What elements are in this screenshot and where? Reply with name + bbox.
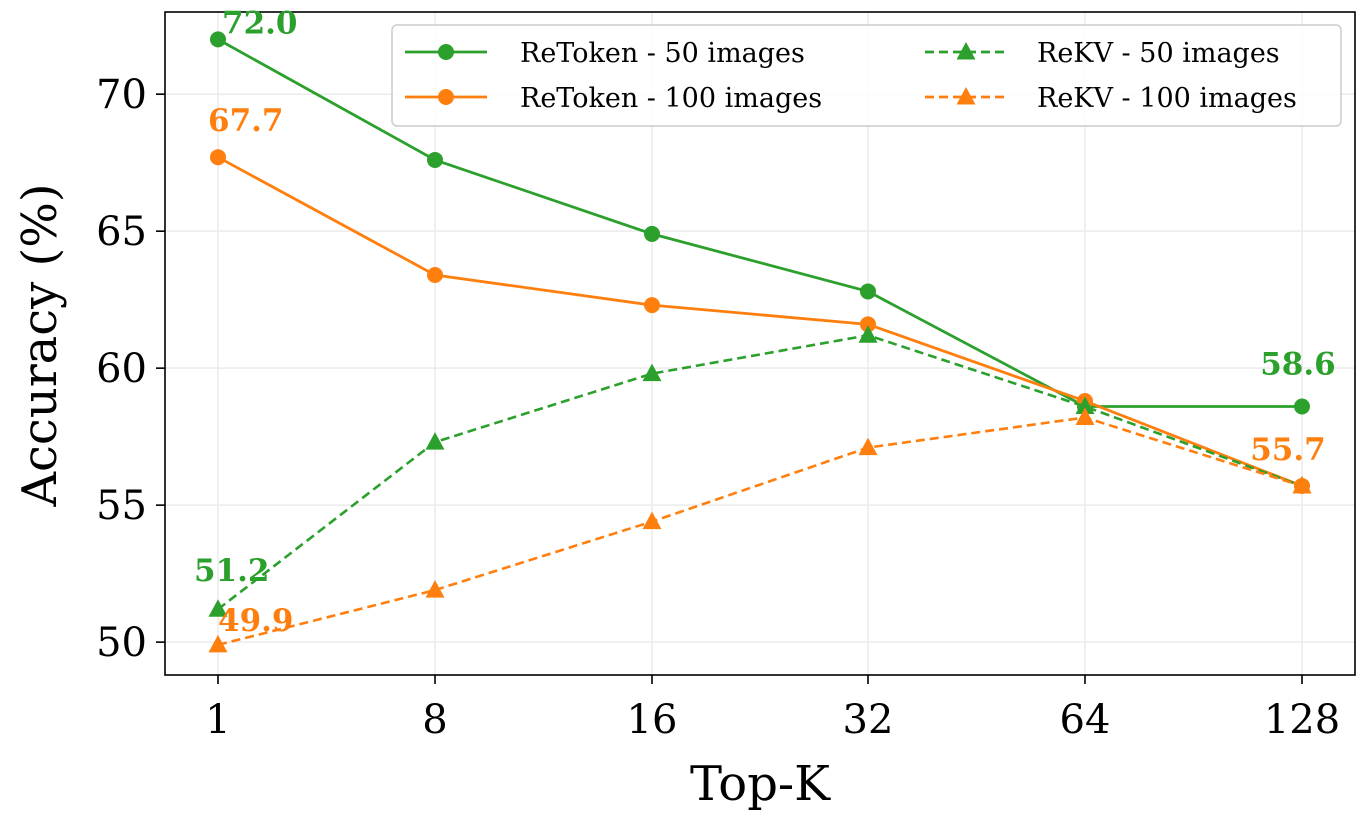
y-tick-label: 60: [96, 346, 147, 392]
data-label: 55.7: [1250, 432, 1326, 468]
legend-entry: ReKV - 50 images: [925, 38, 1280, 69]
data-point: [208, 599, 228, 617]
x-tick-label: 64: [1060, 697, 1111, 743]
data-label: 51.2: [194, 553, 270, 589]
data-point: [1294, 398, 1310, 415]
legend-label: ReToken - 100 images: [520, 83, 822, 114]
y-tick-label: 70: [96, 72, 147, 118]
x-tick-label: 128: [1264, 697, 1340, 743]
legend-entry: ReToken - 100 images: [405, 83, 822, 114]
data-point: [860, 283, 876, 300]
data-point: [208, 634, 228, 653]
data-point: [858, 437, 878, 456]
legend-marker: [438, 44, 454, 60]
legend-marker: [956, 42, 976, 60]
data-point: [427, 151, 443, 168]
data-point: [1292, 475, 1312, 494]
legend-marker: [438, 89, 454, 105]
series-line: [217, 333, 1303, 611]
x-tick-label: 32: [843, 697, 894, 743]
legend-marker: [956, 87, 976, 105]
series-group: [208, 31, 1312, 653]
legend-entry: ReKV - 100 images: [925, 83, 1297, 114]
x-tick-label: 16: [627, 697, 678, 743]
data-point: [1075, 396, 1095, 415]
data-point: [1075, 407, 1095, 425]
data-point: [644, 297, 660, 314]
legend-entry: ReToken - 50 images: [405, 38, 805, 69]
y-tick-label: 50: [96, 620, 147, 666]
series-line: [217, 38, 1302, 408]
legend: ReToken - 50 images ReToken - 100 images R…: [391, 24, 1342, 127]
series-line: [217, 416, 1303, 647]
x-axis-title: Top-K: [690, 756, 831, 812]
data-point: [860, 316, 876, 333]
axis-ticks: 1 8 16 32 64 128 50 55 60 65 70: [96, 72, 1340, 743]
plot-area-frame: [164, 11, 1356, 676]
data-label: 49.9: [218, 603, 294, 639]
legend-box: [391, 24, 1342, 127]
series-rekv-50-images: [208, 325, 1312, 617]
data-point: [425, 580, 445, 598]
series-line: [217, 155, 1303, 488]
series-rekv-100-images: [208, 407, 1312, 653]
legend-label: ReKV - 50 images: [1037, 38, 1280, 69]
series-retoken-100-images: [210, 149, 1310, 494]
data-label: 58.6: [1260, 347, 1336, 383]
data-point: [210, 149, 226, 166]
data-point: [210, 31, 226, 48]
data-point: [858, 325, 878, 343]
legend-label: ReToken - 50 images: [520, 38, 805, 69]
y-tick-label: 55: [96, 483, 147, 529]
legend-label: ReKV - 100 images: [1037, 83, 1297, 114]
data-point: [427, 267, 443, 284]
data-label: 72.0: [222, 5, 298, 41]
data-point: [425, 432, 445, 450]
x-tick-label: 1: [205, 697, 230, 743]
data-labels: 72.0 58.6 67.7 55.7 51.2 49.9: [194, 5, 1336, 638]
x-tick-label: 8: [422, 697, 447, 743]
data-point: [642, 363, 662, 382]
data-point: [644, 225, 660, 242]
data-point: [642, 511, 662, 530]
y-tick-label: 65: [96, 209, 147, 255]
data-label: 67.7: [208, 103, 284, 139]
y-axis-title: Accuracy (%): [12, 183, 68, 507]
